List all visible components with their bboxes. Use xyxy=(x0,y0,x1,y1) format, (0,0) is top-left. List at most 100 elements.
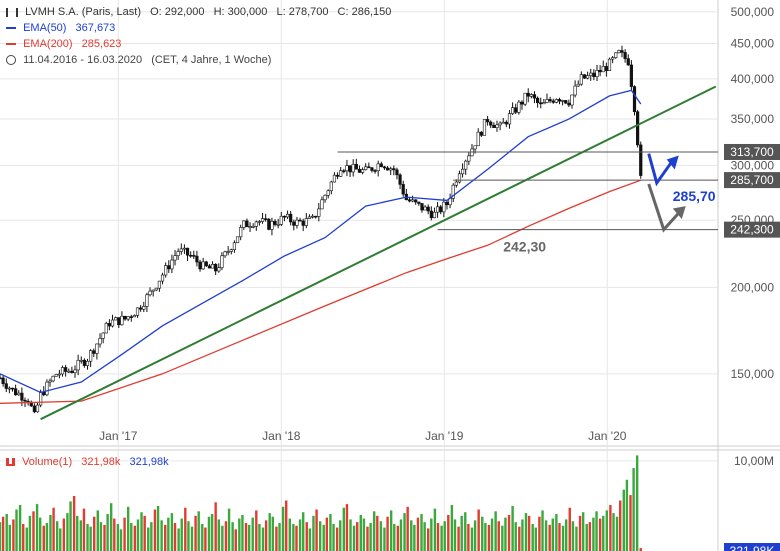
volume-bar xyxy=(62,518,66,551)
volume-label: Volume(1) xyxy=(22,456,73,468)
candle-body xyxy=(229,249,233,252)
volume-bar xyxy=(625,479,629,551)
candle-body xyxy=(382,166,387,169)
volume-bar xyxy=(609,505,612,551)
level-label-box xyxy=(724,143,780,160)
candle-body xyxy=(248,226,252,228)
volume-bar xyxy=(76,515,79,551)
volume-bar xyxy=(460,515,463,551)
volume-bar xyxy=(28,515,32,551)
volume-bar xyxy=(177,528,180,551)
volume-bar xyxy=(372,511,376,551)
volume-bar xyxy=(8,524,12,551)
volume-bar xyxy=(406,506,409,551)
volume-bar xyxy=(170,513,174,551)
candle-body xyxy=(620,50,624,53)
volume-bar xyxy=(221,525,224,551)
volume-bar xyxy=(490,518,494,551)
volume-bar xyxy=(227,508,231,551)
volume-bar xyxy=(497,521,500,551)
open-label: O: xyxy=(150,6,162,18)
volume-bar xyxy=(238,518,241,551)
candle-body xyxy=(267,218,271,230)
candle-body xyxy=(454,181,458,186)
candle-body xyxy=(226,251,230,253)
candle-body xyxy=(92,350,96,354)
volume-bar xyxy=(581,512,585,551)
candle-body xyxy=(107,323,111,327)
candle-body xyxy=(573,85,577,96)
volume-bars-icon xyxy=(6,458,15,467)
candle-body xyxy=(501,121,505,124)
volume-bar xyxy=(298,519,302,551)
candle-body xyxy=(464,160,468,170)
candle-body xyxy=(335,174,340,177)
candle-body xyxy=(332,174,337,183)
volume-bar xyxy=(72,495,76,551)
volume-bar xyxy=(156,505,160,551)
candle-body xyxy=(410,199,415,202)
candle-body xyxy=(367,166,371,169)
x-tick-label: Jan '19 xyxy=(425,429,464,443)
volume-bar xyxy=(99,522,103,551)
blue-arrow-head xyxy=(666,155,679,170)
y-tick-label: 500,000 xyxy=(731,5,775,19)
candle-body xyxy=(135,307,140,316)
volume-bar xyxy=(231,522,234,551)
candle-body xyxy=(639,144,643,176)
x-tick-label: Jan '18 xyxy=(262,429,301,443)
low-value: 278,700 xyxy=(288,6,329,18)
volume-bar xyxy=(396,525,400,551)
candle-body xyxy=(398,174,402,185)
volume-bar xyxy=(103,524,106,551)
volume-bar xyxy=(410,520,413,551)
volume-bar xyxy=(605,510,609,551)
candle-body xyxy=(270,220,274,230)
volume-bar xyxy=(629,495,632,551)
volume-bar xyxy=(356,522,359,551)
ema50-line xyxy=(0,89,642,394)
volume-bar xyxy=(423,522,426,551)
candle-body xyxy=(10,387,15,390)
candle-body xyxy=(373,170,377,172)
volume-bar xyxy=(109,503,113,551)
legend-range: 11.04.2016 - 16.03.2020 (CET, 4 Jahre, 1… xyxy=(6,54,271,66)
candle-body xyxy=(442,201,446,213)
volume-bar xyxy=(518,526,521,551)
volume-bar xyxy=(1,516,5,551)
candle-body xyxy=(76,359,80,371)
candle-body xyxy=(17,392,21,396)
candle-body xyxy=(173,255,177,261)
volume-bar xyxy=(329,514,332,551)
candle-body xyxy=(520,101,524,105)
candle-body xyxy=(364,166,368,170)
volume-bar xyxy=(93,516,96,551)
candle-body xyxy=(126,316,130,320)
volume-bar xyxy=(217,519,220,551)
candle-body xyxy=(507,113,512,125)
candle-body xyxy=(79,359,83,362)
volume-bar xyxy=(595,511,598,551)
volume-bar xyxy=(106,514,109,551)
volume-bar xyxy=(619,500,622,551)
volume-bar xyxy=(369,523,372,551)
volume-bar xyxy=(180,518,183,551)
volume-bar xyxy=(521,519,524,551)
volume-bar xyxy=(635,455,639,551)
candle-body xyxy=(417,201,421,204)
volume-bar xyxy=(308,528,312,551)
volume-bar xyxy=(292,523,295,551)
volume-bar xyxy=(436,523,440,551)
grey-arrow xyxy=(647,183,682,233)
ema200-value: 285,623 xyxy=(81,38,122,50)
candle-body xyxy=(629,64,633,87)
candle-body xyxy=(485,119,490,123)
y-tick-label: 300,000 xyxy=(731,158,775,172)
open-value: 292,000 xyxy=(164,6,205,18)
volume-bar xyxy=(315,509,318,551)
candle-body xyxy=(514,107,518,113)
candle-body xyxy=(523,92,527,105)
volume-bar xyxy=(285,500,288,551)
candle-body xyxy=(420,203,424,211)
volume-bar xyxy=(251,517,254,551)
